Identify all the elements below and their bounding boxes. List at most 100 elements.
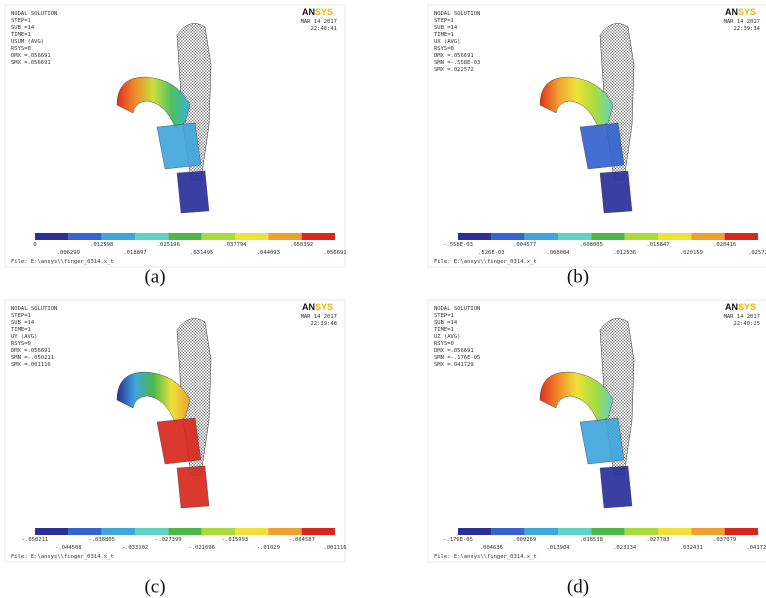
header-line: SMX =.056691 — [11, 60, 51, 66]
header-line: NODAL SOLUTION — [11, 306, 57, 312]
colorbar-label: .008004 — [546, 250, 570, 256]
header-line: SMX =.022572 — [434, 67, 474, 73]
header-line: UX (AVG) — [434, 39, 461, 45]
colorbar-label: .018897 — [123, 250, 146, 256]
colorbar-label: -.021696 — [188, 545, 215, 551]
colorbar-segment — [558, 528, 591, 535]
caption: (b) — [567, 266, 589, 287]
colorbar-segment — [691, 233, 724, 240]
colorbar-segment — [591, 233, 624, 240]
file-line: File: E:\ansys\\finger_0314.x_t — [434, 259, 537, 265]
header-line: UY (AVG) — [11, 334, 38, 340]
colorbar-segment — [268, 233, 301, 240]
header-line: NODAL SOLUTION — [434, 306, 480, 312]
colorbar-segment — [68, 233, 101, 240]
colorbar-segment — [491, 528, 524, 535]
header-line: STEP=1 — [11, 313, 31, 319]
colorbar-label: -.015993 — [222, 537, 249, 543]
finger-base — [177, 466, 209, 508]
file-line: File: E:\ansys\\finger_0314.x_t — [434, 554, 537, 560]
colorbar-segment — [235, 528, 268, 535]
caption: (c) — [144, 576, 165, 597]
time: 22:40:25 — [734, 321, 761, 327]
colorbar-segment — [68, 528, 101, 535]
header-line: DMX =.056691 — [11, 53, 51, 59]
colorbar-label: .012536 — [613, 250, 636, 256]
colorbar-segment — [102, 528, 135, 535]
colorbar-segment — [458, 233, 491, 240]
colorbar-label: .004636 — [480, 545, 503, 551]
colorbar-label: .008005 — [580, 242, 603, 248]
header-line: DMX =.056691 — [434, 348, 474, 354]
colorbar-segment — [558, 233, 591, 240]
colorbar-segment — [658, 528, 691, 535]
date: MAR 14 2017 — [301, 314, 337, 320]
header-line: NODAL SOLUTION — [434, 11, 480, 17]
logo-accent: SYS — [738, 302, 756, 312]
header-line: TIME=1 — [434, 327, 454, 333]
finger-middle — [157, 123, 201, 169]
colorbar-label: .041729 — [746, 545, 766, 551]
colorbar-label: .031495 — [190, 250, 213, 256]
logo-main: AN — [725, 7, 738, 17]
time: 22:39:48 — [311, 321, 338, 327]
colorbar-label: .023134 — [613, 545, 637, 551]
colorbar-segment — [491, 233, 524, 240]
colorbar-label: -.01029 — [257, 545, 280, 551]
date: MAR 14 2017 — [724, 314, 760, 320]
colorbar-segment — [135, 233, 168, 240]
finger-middle — [580, 418, 624, 464]
header-line: SUB =14 — [434, 25, 458, 31]
header-line: STEP=1 — [11, 18, 31, 24]
logo-accent: SYS — [315, 302, 333, 312]
colorbar-segment — [625, 233, 658, 240]
file-line: File: E:\ansys\\finger_0314.x_t — [11, 259, 114, 265]
colorbar-segment — [302, 528, 335, 535]
colorbar-segment — [35, 528, 68, 535]
colorbar-segment — [102, 233, 135, 240]
time: 22:48:41 — [311, 26, 338, 32]
caption: (d) — [567, 576, 589, 597]
colorbar-segment — [525, 233, 558, 240]
finger-base — [600, 171, 632, 213]
colorbar-segment — [168, 233, 201, 240]
header-line: SMN =-.176E-05 — [434, 355, 480, 361]
colorbar-label: .037079 — [713, 537, 736, 543]
header-line: RSYS=0 — [434, 46, 454, 52]
colorbar-label: -.558E-03 — [443, 242, 473, 248]
colorbar-label: .025196 — [157, 242, 180, 248]
header-line: TIME=1 — [11, 327, 31, 333]
colorbar-label: .006299 — [57, 250, 80, 256]
colorbar-label: .009269 — [513, 537, 536, 543]
date: MAR 14 2017 — [301, 19, 337, 25]
header-line: TIME=1 — [434, 32, 454, 38]
header-line: RSYS=0 — [11, 46, 31, 52]
header-line: SUB =14 — [11, 320, 35, 326]
colorbar-label: .032431 — [680, 545, 703, 551]
file-line: File: E:\ansys\\finger_0314.x_t — [11, 554, 114, 560]
colorbar-segment — [268, 528, 301, 535]
colorbar-label: .526E-03 — [478, 250, 505, 256]
colorbar-segment — [35, 233, 68, 240]
colorbar-segment — [725, 233, 758, 240]
figure: NODAL SOLUTIONSTEP=1SUB =14TIME=1USUM (A… — [0, 0, 766, 598]
finger-middle — [580, 123, 624, 169]
header-line: SUB =14 — [434, 320, 458, 326]
colorbar-segment — [135, 528, 168, 535]
colorbar-label: -.004587 — [288, 537, 315, 543]
header-line: SMX =.041729 — [434, 362, 474, 368]
header-line: DMX =.056691 — [434, 53, 474, 59]
header-line: STEP=1 — [434, 18, 454, 24]
colorbar-segment — [691, 528, 724, 535]
logo-accent: SYS — [738, 7, 756, 17]
colorbar-segment — [235, 233, 268, 240]
colorbar-label: -.038805 — [88, 537, 115, 543]
colorbar-label: .004577 — [513, 242, 536, 248]
logo-main: AN — [302, 302, 315, 312]
logo-main: AN — [725, 302, 738, 312]
caption: (a) — [144, 266, 165, 287]
